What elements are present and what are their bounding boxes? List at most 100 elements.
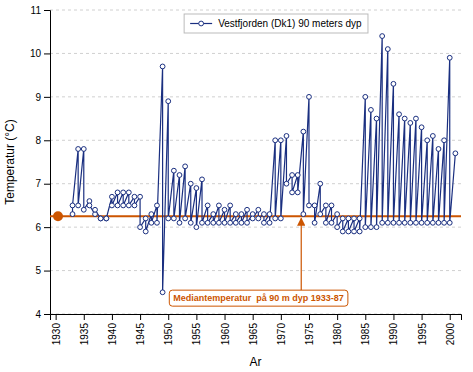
point [442, 220, 447, 225]
legend-box [184, 14, 368, 33]
point [290, 173, 295, 178]
point [323, 220, 328, 225]
x-tick: 1995 [417, 314, 428, 345]
x-tick: 1965 [248, 314, 259, 345]
point [284, 181, 289, 186]
point [188, 181, 193, 186]
x-tick-mark [168, 314, 169, 320]
point [312, 220, 317, 225]
point [155, 203, 160, 208]
point [245, 220, 250, 225]
point [340, 216, 345, 221]
point [104, 216, 109, 221]
legend: Vestfjorden (Dk1) 90 meters dyp [184, 14, 368, 33]
point [160, 64, 165, 69]
point [211, 220, 216, 225]
point [369, 107, 374, 112]
x-tick-label: 1960 [220, 323, 231, 346]
point [143, 229, 148, 234]
point [340, 229, 345, 234]
point [228, 220, 233, 225]
x-tick: 1985 [360, 314, 371, 345]
point [205, 203, 210, 208]
y-tick-label: 9 [35, 92, 41, 103]
point [312, 203, 317, 208]
point [126, 203, 131, 208]
x-tick: 1990 [388, 314, 399, 345]
y-tick: 7 [35, 178, 50, 189]
point [126, 190, 131, 195]
point [323, 203, 328, 208]
y-tick: 6 [35, 222, 50, 233]
x-tick: 1930 [51, 314, 62, 345]
y-tick-mark [44, 271, 50, 272]
point [391, 220, 396, 225]
x-tick: 1935 [79, 314, 90, 345]
point [110, 203, 115, 208]
point [76, 147, 81, 152]
x-tick-label: 1995 [417, 323, 428, 346]
y-axis: 4567891011 [30, 5, 51, 320]
point [335, 212, 340, 217]
point [453, 151, 458, 156]
x-tick: 1950 [163, 314, 174, 345]
point [307, 203, 312, 208]
point [121, 190, 126, 195]
point [70, 203, 75, 208]
legend-item: Vestfjorden (Dk1) 90 meters dyp [190, 18, 362, 29]
y-tick-label: 4 [35, 309, 41, 320]
point [318, 212, 323, 217]
x-tick-label: 1955 [191, 323, 202, 346]
y-tick-mark [44, 184, 50, 185]
x-axis: 1930193519401945195019551960196519701975… [51, 314, 462, 345]
x-tick-label: 2000 [445, 323, 456, 346]
point [419, 125, 424, 130]
x-tick-mark [56, 314, 57, 320]
x-tick-label: 1970 [276, 323, 287, 346]
point [419, 220, 424, 225]
median-dot [53, 211, 63, 221]
x-tick-mark [281, 314, 282, 320]
point [436, 147, 441, 152]
x-tick-label: 1980 [332, 323, 343, 346]
y-tick-label: 11 [31, 5, 42, 16]
point [98, 216, 103, 221]
point [357, 216, 362, 221]
point [284, 134, 289, 139]
point [397, 220, 402, 225]
x-tick-mark [393, 314, 394, 320]
point [81, 147, 86, 152]
y-axis-line [44, 11, 51, 315]
point [363, 225, 368, 230]
x-tick-mark [253, 314, 254, 320]
point [408, 121, 413, 126]
x-tick-mark [84, 314, 85, 320]
point [447, 55, 452, 60]
annotation: Mediantemperatur på 90 m dyp 1933-87 [169, 218, 348, 306]
grid-line [50, 96, 461, 97]
x-tick: 1960 [220, 314, 231, 345]
x-tick-mark [365, 314, 366, 320]
y-tick-label: 6 [35, 222, 41, 233]
point [380, 220, 385, 225]
x-tick-label: 1975 [304, 323, 315, 346]
point [278, 138, 283, 143]
point [222, 207, 227, 212]
point [295, 173, 300, 178]
point [425, 220, 430, 225]
x-tick: 1970 [276, 314, 287, 345]
y-tick-label: 7 [35, 178, 41, 189]
point [81, 207, 86, 212]
point [149, 220, 154, 225]
point [132, 194, 137, 199]
x-tick-label: 1935 [79, 323, 90, 346]
point [329, 220, 334, 225]
y-tick-mark [44, 227, 50, 228]
point [194, 225, 199, 230]
point [70, 212, 75, 217]
point [228, 203, 233, 208]
point [233, 212, 238, 217]
y-tick: 10 [30, 48, 50, 59]
point [346, 216, 351, 221]
point [110, 194, 115, 199]
